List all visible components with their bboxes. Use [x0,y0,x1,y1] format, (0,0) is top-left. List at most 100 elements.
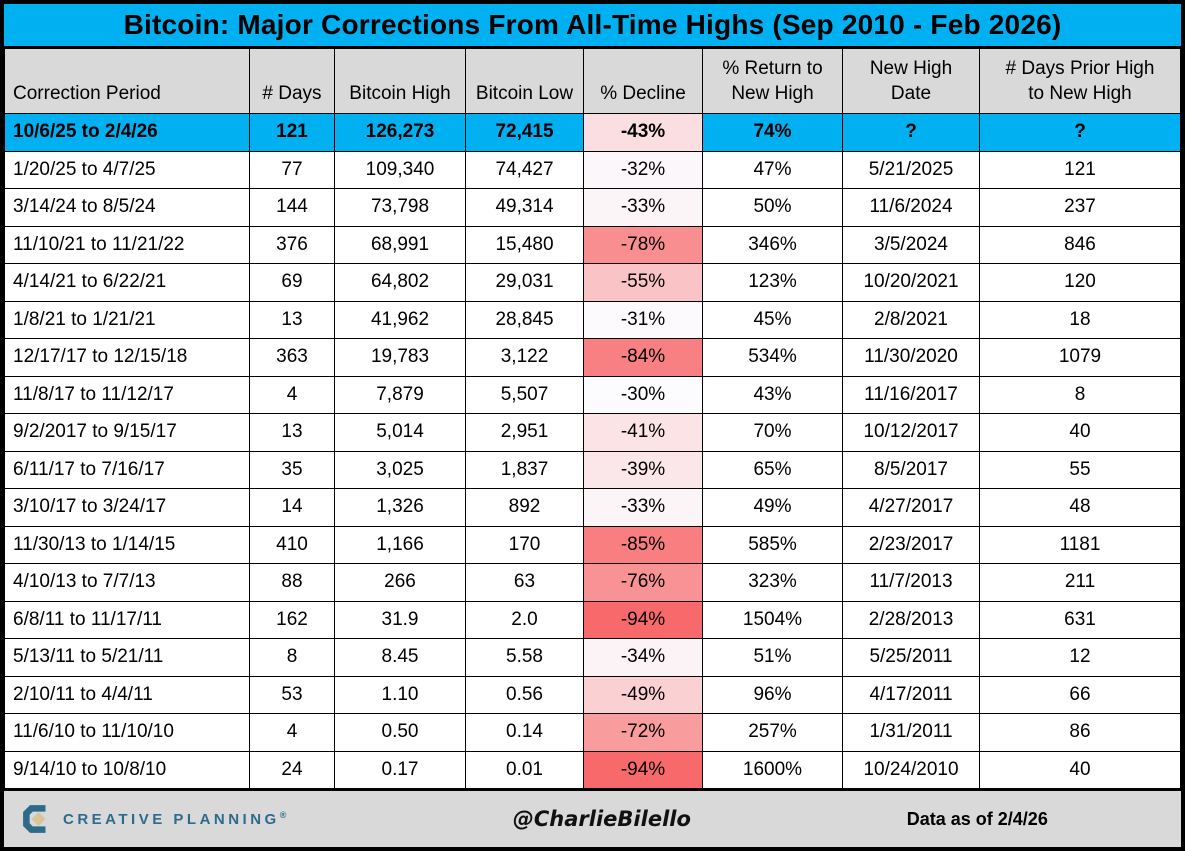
cell-correction-period: 4/14/21 to 6/22/21 [4,263,250,302]
cell-new-high-date: 3/5/2024 [842,225,980,264]
cell-num-days: 162 [249,600,335,639]
cell-num-days: 144 [249,188,335,227]
cell-correction-period: 10/6/25 to 2/4/26 [4,113,250,152]
cell-bitcoin-high: 8.45 [334,638,466,677]
cell-bitcoin-low: 49,314 [465,188,584,227]
cell-pct-decline: -30% [583,375,703,414]
cell-bitcoin-high: 5,014 [334,413,466,452]
cell-bitcoin-low: 28,845 [465,300,584,339]
cell-num-days: 13 [249,413,335,452]
cell-bitcoin-high: 266 [334,563,466,602]
table-row: 11/8/17 to 11/12/17 4 7,879 5,507 -30% 4… [4,375,1181,414]
cell-pct-decline: -43% [583,113,703,152]
cell-pct-decline: -32% [583,150,703,189]
cell-days-prior-high: 55 [979,450,1181,489]
cell-days-prior-high: 40 [979,413,1181,452]
cell-pct-decline: -49% [583,675,703,714]
cell-num-days: 69 [249,263,335,302]
cell-correction-period: 2/10/11 to 4/4/11 [4,675,250,714]
cell-new-high-date: 10/12/2017 [842,413,980,452]
cell-new-high-date: 5/21/2025 [842,150,980,189]
cell-correction-period: 1/8/21 to 1/21/21 [4,300,250,339]
corrections-table: Correction Period # Days Bitcoin High Bi… [4,48,1181,789]
cell-correction-period: 1/20/25 to 4/7/25 [4,150,250,189]
column-header-pct-return-to-new-high: % Return to New High [702,48,843,114]
column-header-num-days: # Days [249,48,335,114]
table-row: 1/20/25 to 4/7/25 77 109,340 74,427 -32%… [4,150,1181,189]
cell-bitcoin-high: 19,783 [334,338,466,377]
table-row: 11/6/10 to 11/10/10 4 0.50 0.14 -72% 257… [4,713,1181,752]
cell-num-days: 13 [249,300,335,339]
cell-pct-return-to-new-high: 257% [702,713,843,752]
cell-pct-decline: -78% [583,225,703,264]
cell-new-high-date: 2/23/2017 [842,525,980,564]
cell-days-prior-high: 121 [979,150,1181,189]
cell-pct-return-to-new-high: 51% [702,638,843,677]
cell-bitcoin-low: 74,427 [465,150,584,189]
table-row: 4/10/13 to 7/7/13 88 266 63 -76% 323% 11… [4,563,1181,602]
cell-correction-period: 5/13/11 to 5/21/11 [4,638,250,677]
cell-pct-return-to-new-high: 1504% [702,600,843,639]
cell-new-high-date: 11/30/2020 [842,338,980,377]
cell-new-high-date: 11/7/2013 [842,563,980,602]
table-row: 5/13/11 to 5/21/11 8 8.45 5.58 -34% 51% … [4,638,1181,677]
cell-days-prior-high: 40 [979,750,1181,789]
cell-bitcoin-low: 3,122 [465,338,584,377]
data-as-of-label: Data as of 2/4/26 [906,808,1048,829]
cell-pct-decline: -55% [583,263,703,302]
cell-new-high-date: 8/5/2017 [842,450,980,489]
cell-num-days: 35 [249,450,335,489]
cell-num-days: 77 [249,150,335,189]
cell-bitcoin-high: 126,273 [334,113,466,152]
table-row: 11/30/13 to 1/14/15 410 1,166 170 -85% 5… [4,525,1181,564]
cell-new-high-date: 4/27/2017 [842,488,980,527]
cell-pct-return-to-new-high: 346% [702,225,843,264]
cell-new-high-date: 10/20/2021 [842,263,980,302]
cell-days-prior-high: 12 [979,638,1181,677]
cell-days-prior-high: 8 [979,375,1181,414]
cell-new-high-date: 4/17/2011 [842,675,980,714]
table-row: 6/11/17 to 7/16/17 35 3,025 1,837 -39% 6… [4,450,1181,489]
cell-correction-period: 11/6/10 to 11/10/10 [4,713,250,752]
cell-num-days: 121 [249,113,335,152]
table-row: 9/14/10 to 10/8/10 24 0.17 0.01 -94% 160… [4,750,1181,789]
cell-bitcoin-low: 63 [465,563,584,602]
cell-pct-return-to-new-high: 74% [702,113,843,152]
cell-days-prior-high: 66 [979,675,1181,714]
cell-pct-return-to-new-high: 1600% [702,750,843,789]
cell-pct-return-to-new-high: 65% [702,450,843,489]
cell-bitcoin-low: 72,415 [465,113,584,152]
cell-pct-decline: -34% [583,638,703,677]
column-header-new-high-date: New High Date [842,48,980,114]
cell-bitcoin-low: 5,507 [465,375,584,414]
cell-days-prior-high: 211 [979,563,1181,602]
cell-pct-decline: -39% [583,450,703,489]
cell-days-prior-high: 631 [979,600,1181,639]
cell-bitcoin-low: 29,031 [465,263,584,302]
cell-bitcoin-high: 0.17 [334,750,466,789]
cell-bitcoin-high: 3,025 [334,450,466,489]
cell-days-prior-high: 1079 [979,338,1181,377]
header-row: Correction Period # Days Bitcoin High Bi… [4,48,1181,114]
cell-days-prior-high: 48 [979,488,1181,527]
cell-days-prior-high: ? [979,113,1181,152]
table-row: 3/14/24 to 8/5/24 144 73,798 49,314 -33%… [4,188,1181,227]
cell-new-high-date: 11/16/2017 [842,375,980,414]
author-handle: @CharlieBilello [512,807,691,831]
table-row: 11/10/21 to 11/21/22 376 68,991 15,480 -… [4,225,1181,264]
table-row: 10/6/25 to 2/4/26 121 126,273 72,415 -43… [4,113,1181,152]
cell-days-prior-high: 120 [979,263,1181,302]
corrections-table-wrap: Correction Period # Days Bitcoin High Bi… [4,48,1181,789]
column-header-correction-period: Correction Period [4,48,250,114]
cell-pct-decline: -72% [583,713,703,752]
cell-new-high-date: 11/6/2024 [842,188,980,227]
cell-pct-decline: -76% [583,563,703,602]
cell-correction-period: 12/17/17 to 12/15/18 [4,338,250,377]
cell-pct-return-to-new-high: 96% [702,675,843,714]
cell-correction-period: 11/10/21 to 11/21/22 [4,225,250,264]
cell-correction-period: 4/10/13 to 7/7/13 [4,563,250,602]
cell-num-days: 4 [249,713,335,752]
cell-bitcoin-low: 1,837 [465,450,584,489]
cell-pct-return-to-new-high: 123% [702,263,843,302]
cell-bitcoin-high: 1,326 [334,488,466,527]
